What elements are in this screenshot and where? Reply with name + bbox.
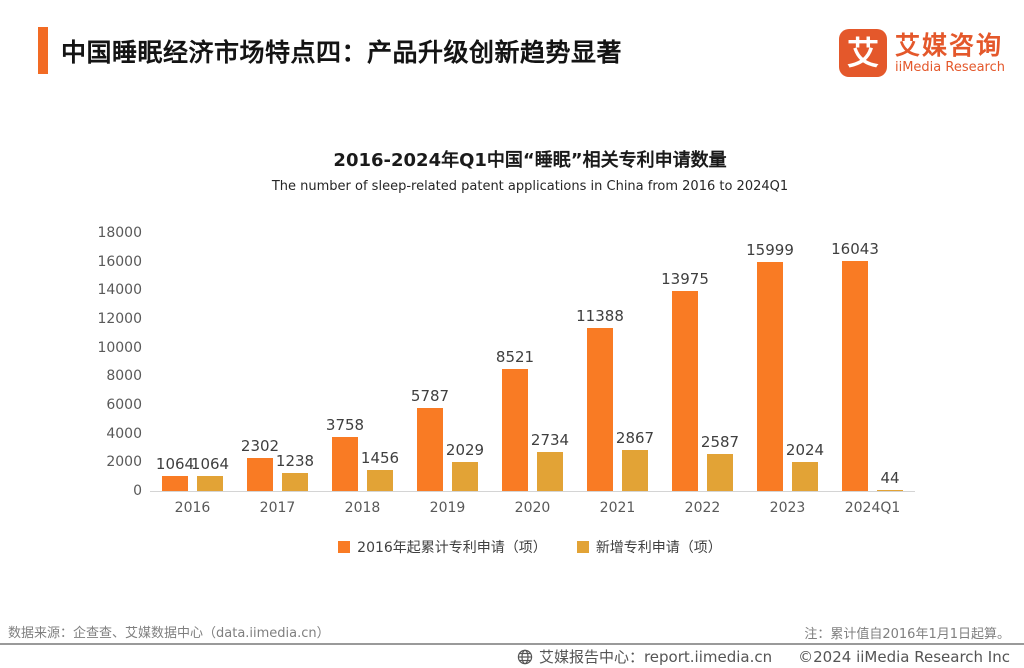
brand-logo-icon: 艾: [838, 29, 887, 77]
y-tick-label: 8000: [106, 368, 142, 385]
chart-legend: 2016年起累计专利申请（项） 新增专利申请（项）: [110, 537, 950, 557]
bar-group-2023: 15999 2024: [745, 233, 830, 491]
legend-item: 新增专利申请（项）: [576, 537, 722, 557]
bar: 1064: [191, 455, 229, 491]
bar: 2867: [616, 429, 654, 491]
y-tick-label: 14000: [97, 282, 142, 299]
chart-subtitle: The number of sleep-related patent appli…: [271, 179, 789, 194]
bar: 15999: [746, 241, 794, 491]
bar-value-label: 8521: [495, 347, 535, 366]
y-tick-label: 18000: [97, 225, 142, 241]
data-source-note: 数据来源：企查查、艾媒数据中心（data.iimedia.cn）: [8, 626, 330, 641]
plot-area: 1064 1064 2302 1238 3758 1456 5787 2029 8521 2734…: [150, 233, 915, 491]
bar-value-label: 2867: [615, 428, 655, 447]
bar-value-label: 1238: [275, 452, 315, 471]
bar-value-label: 2587: [700, 432, 740, 451]
bar-value-label: 3758: [325, 416, 365, 435]
globe-icon: [517, 649, 533, 664]
bar-value-label: 2302: [240, 437, 280, 456]
bar-group-2016: 1064 1064: [150, 233, 235, 491]
bar-value-label: 1456: [360, 449, 400, 468]
y-tick-label: 16000: [97, 253, 142, 270]
x-axis: 2016 2017 2018 2019 2020 2021 2022 2023 2024Q1: [150, 500, 915, 516]
x-tick-label: 2020: [514, 500, 551, 516]
x-tick-label: 2022: [684, 500, 721, 516]
bar-value-label: 15999: [746, 240, 794, 259]
bar: 1064: [156, 455, 194, 491]
bar: 13975: [661, 270, 709, 491]
bar-value-label: 2029: [445, 440, 485, 459]
legend-item: 2016年起累计专利申请（项）: [338, 537, 547, 557]
y-tick-label: 10000: [97, 339, 142, 356]
y-tick-label: 4000: [106, 425, 142, 442]
x-tick-label: 2024Q1: [844, 500, 901, 516]
legend-label: 2016年起累计专利申请（项）: [357, 540, 547, 556]
brand-logo: 艾 艾媒咨询 iiMedia Research: [838, 29, 1005, 77]
bar-chart: 18000 16000 14000 12000 10000 8000 6000 4000 200…: [97, 225, 915, 516]
bar-group-2017: 2302 1238: [235, 233, 320, 491]
bar-value-label: 5787: [410, 387, 450, 406]
bar-value-label: 2734: [530, 430, 570, 449]
y-axis: 18000 16000 14000 12000 10000 8000 6000 4000 200…: [84, 225, 142, 499]
y-tick-label: 12000: [97, 311, 142, 327]
bar: 2302: [241, 437, 279, 491]
x-tick-label: 2023: [769, 500, 806, 516]
bar: 2029: [446, 441, 484, 491]
bar: 2587: [701, 433, 739, 491]
x-tick-label: 2019: [429, 500, 466, 516]
bar-group-2018: 3758 1456: [320, 233, 405, 491]
bar-group-2024Q1: 16043 44: [830, 233, 915, 491]
chart-header: 2016-2024年Q1中国“睡眠”相关专利申请数量 The number of…: [110, 146, 950, 194]
bar-group-2020: 8521 2734: [490, 233, 575, 491]
brand-name-cn: 艾媒咨询: [894, 30, 1003, 60]
report-center-link[interactable]: 艾媒报告中心：report.iimedia.cn: [517, 646, 772, 667]
report-center-label: 艾媒报告中心：report.iimedia.cn: [538, 648, 773, 666]
calculation-note: 注：累计值自2016年1月1日起算。: [804, 627, 1010, 642]
bar: 2024: [786, 441, 824, 491]
bar-value-label: 44: [880, 469, 900, 488]
bar-value-label: 2024: [785, 441, 825, 459]
y-tick-label: 2000: [106, 454, 142, 471]
page-title: 中国睡眠经济市场特点四：产品升级创新趋势显著: [61, 37, 623, 67]
title-accent-bar: [38, 27, 48, 74]
copyright-label: ©2024 iiMedia Research Inc: [798, 647, 1010, 666]
bar-value-label: 11388: [576, 306, 624, 325]
x-tick-label: 2017: [259, 500, 296, 516]
bar: 5787: [411, 387, 449, 491]
x-tick-label: 2018: [344, 500, 381, 516]
bar: 1238: [276, 452, 314, 491]
y-tick-label: 6000: [106, 397, 142, 413]
legend-swatch: [338, 541, 351, 553]
bar-value-label: 13975: [661, 269, 709, 288]
header: 中国睡眠经济市场特点四：产品升级创新趋势显著: [38, 27, 622, 74]
bar: 11388: [576, 307, 624, 491]
bar: 2734: [531, 431, 569, 491]
legend-swatch: [576, 541, 589, 553]
x-tick-label: 2016: [174, 500, 211, 516]
bar-value-label: 1064: [155, 454, 195, 473]
bar-value-label: 1064: [190, 454, 230, 473]
brand-name-en: iiMedia Research: [894, 59, 1005, 75]
bar-group-2019: 5787 2029: [405, 233, 490, 491]
bar: 44: [877, 469, 903, 491]
bar-group-2021: 11388 2867: [575, 233, 660, 491]
x-tick-label: 2021: [599, 500, 636, 516]
y-tick-label: 0: [133, 483, 142, 499]
bottom-bar: 艾媒报告中心：report.iimedia.cn ©2024 iiMedia R…: [0, 643, 1024, 668]
chart-title: 2016-2024年Q1中国“睡眠”相关专利申请数量: [333, 150, 727, 171]
bar: 8521: [496, 348, 534, 491]
bar-value-label: 16043: [831, 240, 879, 259]
bar: 1456: [361, 449, 399, 491]
brand-logo-text: 艾媒咨询 iiMedia Research: [895, 33, 1005, 74]
bar: 16043: [831, 240, 879, 491]
bar-group-2022: 13975 2587: [660, 233, 745, 491]
legend-label: 新增专利申请（项）: [595, 540, 722, 556]
bar: 3758: [326, 416, 364, 491]
